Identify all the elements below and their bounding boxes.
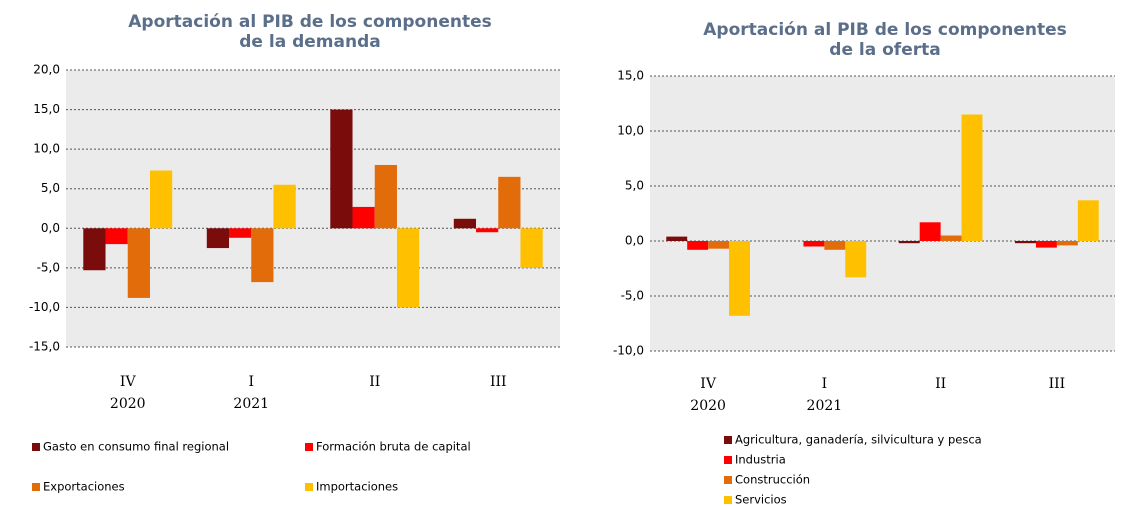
bar xyxy=(1015,241,1036,244)
legend-swatch xyxy=(724,436,732,444)
bar xyxy=(687,241,709,250)
plot-area xyxy=(650,76,1115,351)
bar xyxy=(803,241,825,247)
legend-swatch xyxy=(724,456,732,464)
legend-label: Construcción xyxy=(735,473,810,487)
bar xyxy=(729,241,750,316)
y-tick-label: -10,0 xyxy=(29,300,60,314)
y-tick-label: 0,0 xyxy=(41,221,60,235)
bar xyxy=(396,228,420,308)
bar xyxy=(961,114,983,241)
bar xyxy=(845,241,867,278)
y-tick-label: 0,0 xyxy=(625,234,644,248)
bar xyxy=(1035,241,1057,248)
chart-title: de la oferta xyxy=(829,40,940,60)
x-tick-label: I xyxy=(248,374,254,390)
chart-title: Aportación al PIB de los componentes xyxy=(703,20,1066,40)
x-tick-label: I xyxy=(822,376,828,392)
legend-swatch xyxy=(32,443,40,451)
bar xyxy=(1077,200,1099,241)
x-tick-label: II xyxy=(935,376,946,392)
bar xyxy=(666,236,688,241)
y-tick-label: -10,0 xyxy=(613,344,644,358)
legend-label: Agricultura, ganadería, silvicultura y p… xyxy=(735,433,982,447)
y-tick-label: 15,0 xyxy=(617,69,644,83)
y-tick-label: 20,0 xyxy=(33,63,60,77)
x-tick-label: II xyxy=(369,374,380,390)
bar xyxy=(824,241,846,250)
x-tick-label: III xyxy=(490,374,507,390)
bar xyxy=(898,241,920,244)
bar xyxy=(127,228,150,298)
x-tick-label: IV xyxy=(700,376,717,392)
bar xyxy=(149,170,173,229)
legend-label: Gasto en consumo final regional xyxy=(43,440,229,454)
bar xyxy=(229,228,252,238)
y-tick-label: -15,0 xyxy=(29,340,60,354)
x-tick-label: 2020 xyxy=(690,398,726,414)
y-tick-label: 15,0 xyxy=(33,102,60,116)
bar xyxy=(940,235,962,241)
x-tick-label: 2021 xyxy=(807,398,843,414)
y-tick-label: 5,0 xyxy=(41,181,60,195)
y-tick-label: 10,0 xyxy=(33,142,60,156)
bar xyxy=(83,228,106,271)
bar xyxy=(352,206,375,229)
bar xyxy=(206,228,230,249)
legend-label: Importaciones xyxy=(316,480,398,494)
y-tick-label: 10,0 xyxy=(617,124,644,138)
legend-swatch xyxy=(305,443,313,451)
bar xyxy=(273,184,296,229)
legend-label: Industria xyxy=(735,453,786,467)
y-tick-label: 5,0 xyxy=(625,179,644,193)
bar xyxy=(330,109,353,229)
bar xyxy=(520,228,543,268)
plot-area xyxy=(66,70,560,347)
x-tick-label: IV xyxy=(120,374,137,390)
legend-label: Servicios xyxy=(735,493,787,506)
legend-swatch xyxy=(724,496,732,504)
bar xyxy=(919,222,941,241)
bar xyxy=(1056,241,1078,246)
bar xyxy=(374,164,397,229)
y-tick-label: -5,0 xyxy=(621,289,644,303)
chart-title: de la demanda xyxy=(239,32,380,52)
bar xyxy=(708,241,730,249)
legend-swatch xyxy=(32,483,40,491)
x-tick-label: 2020 xyxy=(110,396,146,412)
legend-swatch xyxy=(724,476,732,484)
bar xyxy=(453,218,477,229)
legend-label: Formación bruta de capital xyxy=(316,440,471,454)
bar xyxy=(105,228,128,245)
chart-title: Aportación al PIB de los componentes xyxy=(128,12,491,32)
x-tick-label: III xyxy=(1049,376,1066,392)
y-tick-label: -5,0 xyxy=(37,260,60,274)
bar xyxy=(476,228,499,233)
legend-swatch xyxy=(305,483,313,491)
bar xyxy=(498,176,521,229)
bar xyxy=(251,228,274,283)
legend-label: Exportaciones xyxy=(43,480,125,494)
x-tick-label: 2021 xyxy=(233,396,269,412)
